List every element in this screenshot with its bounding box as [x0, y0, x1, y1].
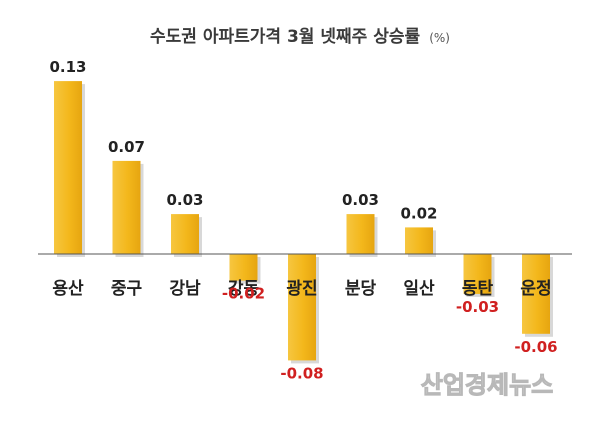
- data-label: -0.02: [222, 285, 265, 303]
- data-label: 0.03: [166, 191, 203, 209]
- category-label: 운정: [520, 279, 551, 299]
- chart-title-text: 수도권 아파트가격 3월 넷째주 상승률: [150, 27, 420, 47]
- data-label: 0.02: [400, 204, 437, 222]
- bars: [54, 81, 550, 361]
- data-label: -0.06: [514, 338, 557, 356]
- data-label: 0.07: [108, 138, 145, 156]
- chart-title-unit: (%): [429, 31, 450, 45]
- category-label: 강남: [169, 279, 201, 299]
- category-label: 중구: [111, 279, 143, 299]
- category-label: 동탄: [462, 279, 494, 299]
- category-label: 용산: [52, 279, 84, 299]
- data-label: 0.13: [49, 58, 86, 76]
- value-labels: 0.13 0.07 0.03 -0.02 -0.08 0.03 0.02 -0.03 -0.06: [49, 58, 557, 382]
- bar-9: [522, 254, 550, 334]
- data-label: -0.03: [456, 298, 499, 316]
- bar-4: [229, 254, 258, 281]
- category-label: 강동: [228, 279, 260, 299]
- bar-7: [405, 227, 433, 254]
- category-label: 분당: [345, 279, 377, 299]
- category-labels: 용산 중구 강남 강동 광진 분당 일산 동탄 운정: [52, 279, 551, 299]
- bar-3: [171, 214, 199, 254]
- data-label: -0.08: [280, 364, 323, 382]
- chart-title: 수도권 아파트가격 3월 넷째주 상승률 (%): [150, 27, 450, 47]
- bar-6: [346, 214, 375, 254]
- bar-2: [112, 160, 141, 254]
- bar-5: [288, 254, 316, 361]
- bar-1: [54, 81, 82, 254]
- category-label: 일산: [403, 279, 435, 299]
- data-label: 0.03: [342, 191, 379, 209]
- bar-8: [463, 254, 492, 294]
- category-label: 광진: [286, 279, 317, 299]
- watermark-text: 산업경제뉴스: [421, 371, 553, 399]
